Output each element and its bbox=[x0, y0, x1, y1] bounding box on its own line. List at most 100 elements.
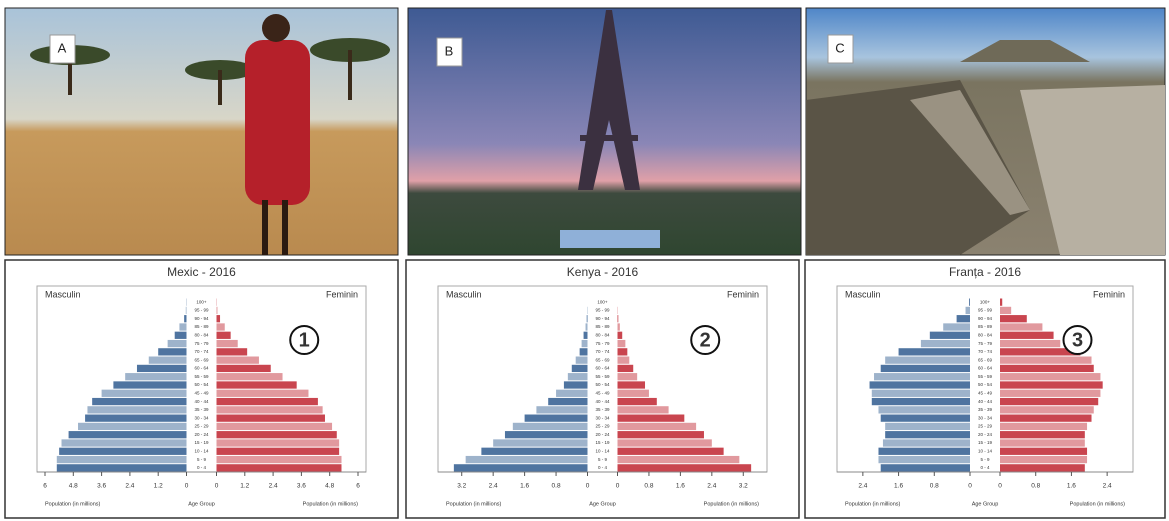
age-label: 70 - 74 bbox=[194, 349, 209, 354]
legend-label: Feminin bbox=[1093, 289, 1125, 299]
bar bbox=[618, 448, 724, 455]
bar bbox=[885, 431, 970, 438]
bar bbox=[1000, 299, 1002, 306]
age-label: 40 - 44 bbox=[978, 399, 993, 404]
bar bbox=[217, 464, 342, 471]
bar bbox=[466, 456, 588, 463]
age-label: 15 - 19 bbox=[595, 440, 610, 445]
bar bbox=[885, 423, 970, 430]
x-tick-label: 1.2 bbox=[240, 483, 249, 490]
bar bbox=[878, 406, 970, 413]
bar bbox=[62, 439, 187, 446]
bar bbox=[217, 381, 297, 388]
bar bbox=[899, 348, 970, 355]
x-tick-label: 6 bbox=[356, 483, 360, 490]
bar bbox=[576, 357, 588, 364]
age-label: 45 - 49 bbox=[978, 390, 993, 395]
bar bbox=[870, 381, 970, 388]
x-tick-label: 0 bbox=[185, 483, 189, 490]
age-label: 55 - 59 bbox=[595, 374, 610, 379]
age-label: 45 - 49 bbox=[194, 390, 209, 395]
x-tick-label: 2.4 bbox=[125, 483, 134, 490]
bar bbox=[587, 315, 588, 322]
age-label: 35 - 39 bbox=[194, 407, 209, 412]
age-label: 45 - 49 bbox=[595, 390, 610, 395]
center-label: Age Group bbox=[972, 501, 999, 507]
bar bbox=[217, 357, 259, 364]
x-tick-label: 4.8 bbox=[69, 483, 78, 490]
bar bbox=[921, 340, 970, 347]
age-label: 25 - 29 bbox=[595, 424, 610, 429]
age-label: 95 - 99 bbox=[595, 308, 610, 313]
x-tick-label: 1.6 bbox=[1067, 483, 1076, 490]
age-label: 60 - 64 bbox=[194, 366, 209, 371]
chart-title: Kenya - 2016 bbox=[567, 265, 639, 279]
legend-label: Masculin bbox=[45, 289, 81, 299]
age-label: 40 - 44 bbox=[194, 399, 209, 404]
bar bbox=[179, 323, 186, 330]
bar bbox=[1000, 439, 1085, 446]
age-label: 80 - 84 bbox=[194, 332, 209, 337]
age-label: 10 - 14 bbox=[595, 448, 610, 453]
bar bbox=[618, 423, 697, 430]
age-label: 10 - 14 bbox=[978, 448, 993, 453]
bar bbox=[78, 423, 186, 430]
x-tick-label: 2.4 bbox=[858, 483, 867, 490]
age-label: 5 - 9 bbox=[598, 457, 608, 462]
bar bbox=[618, 398, 657, 405]
bar bbox=[217, 348, 248, 355]
bar bbox=[957, 315, 970, 322]
age-label: 35 - 39 bbox=[978, 407, 993, 412]
x-tick-label: 3.2 bbox=[739, 483, 748, 490]
bar bbox=[618, 431, 704, 438]
bar bbox=[874, 373, 970, 380]
bar bbox=[1000, 340, 1060, 347]
age-label: 60 - 64 bbox=[595, 366, 610, 371]
bar bbox=[564, 381, 588, 388]
bar bbox=[618, 332, 623, 339]
age-label: 20 - 24 bbox=[194, 432, 209, 437]
age-label: 50 - 54 bbox=[194, 382, 209, 387]
bar bbox=[618, 357, 630, 364]
bar bbox=[513, 423, 588, 430]
photo-label: B bbox=[445, 43, 454, 58]
bar bbox=[149, 357, 187, 364]
age-label: 65 - 69 bbox=[595, 357, 610, 362]
x-tick-label: 3.2 bbox=[457, 483, 466, 490]
age-label: 75 - 79 bbox=[595, 341, 610, 346]
bar bbox=[580, 348, 588, 355]
bar bbox=[1000, 307, 1011, 314]
bar bbox=[618, 373, 638, 380]
bar bbox=[1000, 456, 1087, 463]
x-tick-label: 0 bbox=[968, 483, 972, 490]
age-label: 0 - 4 bbox=[980, 465, 990, 470]
bar bbox=[618, 323, 620, 330]
bar bbox=[618, 456, 740, 463]
age-label: 35 - 39 bbox=[595, 407, 610, 412]
bar bbox=[618, 390, 649, 397]
bar bbox=[618, 315, 619, 322]
bar bbox=[572, 365, 588, 372]
x-tick-label: 2.4 bbox=[489, 483, 498, 490]
bar bbox=[217, 456, 342, 463]
age-label: 65 - 69 bbox=[194, 357, 209, 362]
photo-label: A bbox=[58, 40, 67, 55]
bar bbox=[582, 340, 588, 347]
x-axis-label: Population (in millions) bbox=[704, 501, 759, 507]
bar bbox=[1000, 381, 1103, 388]
chart-title: Franța - 2016 bbox=[949, 265, 1021, 279]
bar bbox=[85, 415, 186, 422]
x-tick-label: 1.6 bbox=[520, 483, 529, 490]
x-axis-label: Population (in millions) bbox=[845, 501, 900, 507]
age-label: 25 - 29 bbox=[978, 424, 993, 429]
x-tick-label: 0.8 bbox=[930, 483, 939, 490]
x-tick-label: 1.6 bbox=[894, 483, 903, 490]
x-axis-label: Population (in millions) bbox=[45, 501, 100, 507]
x-tick-label: 0.8 bbox=[644, 483, 653, 490]
bar bbox=[1000, 415, 1092, 422]
x-tick-label: 0.8 bbox=[1031, 483, 1040, 490]
bar bbox=[69, 431, 187, 438]
bar bbox=[548, 398, 587, 405]
bar bbox=[137, 365, 187, 372]
bar bbox=[217, 439, 340, 446]
